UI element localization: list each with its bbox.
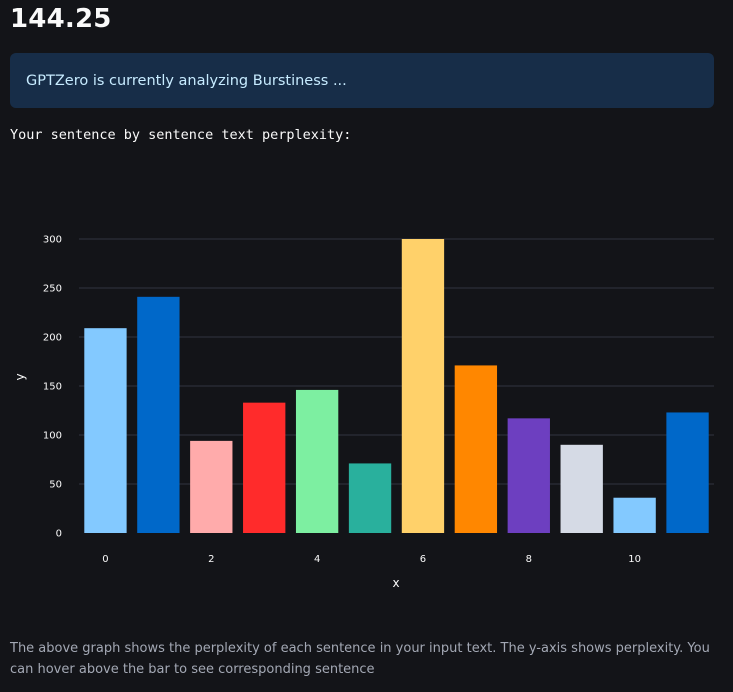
bar-7[interactable] [454,365,498,533]
x-tick-label: 0 [102,554,108,565]
x-axis-ticks: 0 2 4 6 8 10 [102,554,641,565]
intro-text: Your sentence by sentence text perplexit… [10,127,352,143]
info-alert-text: GPTZero is currently analyzing Burstines… [26,72,347,89]
y-axis-title: y [13,373,27,380]
info-alert: GPTZero is currently analyzing Burstines… [10,53,714,108]
y-tick-label: 0 [56,529,62,540]
chart-caption: The above graph shows the perplexity of … [10,641,710,677]
bar-8[interactable] [507,418,550,533]
bar-4[interactable] [295,389,339,533]
bar-5[interactable] [348,463,392,533]
bar-9[interactable] [560,444,603,533]
y-tick-label: 250 [43,284,62,295]
y-axis-ticks: 0 50 100 150 200 250 300 [43,235,62,540]
perplexity-score: 144.25 [10,4,112,34]
y-tick-label: 300 [43,235,62,246]
bar-1[interactable] [137,296,180,533]
chart-bars [84,239,709,533]
y-tick-label: 50 [49,480,62,491]
chart-gridlines [79,238,714,485]
bar-10[interactable] [613,497,656,533]
x-tick-label: 10 [628,554,641,565]
bar-11[interactable] [666,412,709,533]
chart-canvas: 0 50 100 150 200 250 300 0 2 4 6 8 10 x y [13,235,714,590]
x-tick-label: 8 [526,554,532,565]
x-tick-label: 4 [314,554,320,565]
y-tick-label: 150 [43,382,62,393]
y-tick-label: 200 [43,333,62,344]
perplexity-bar-chart: 0 50 100 150 200 250 300 0 2 4 6 8 10 x y [0,180,733,600]
bar-6[interactable] [401,239,445,533]
x-tick-label: 2 [208,554,214,565]
bar-0[interactable] [84,328,127,533]
x-tick-label: 6 [420,554,426,565]
x-axis-title: x [392,576,399,590]
bar-3[interactable] [243,402,286,533]
bar-2[interactable] [190,440,233,533]
y-tick-label: 100 [43,431,62,442]
